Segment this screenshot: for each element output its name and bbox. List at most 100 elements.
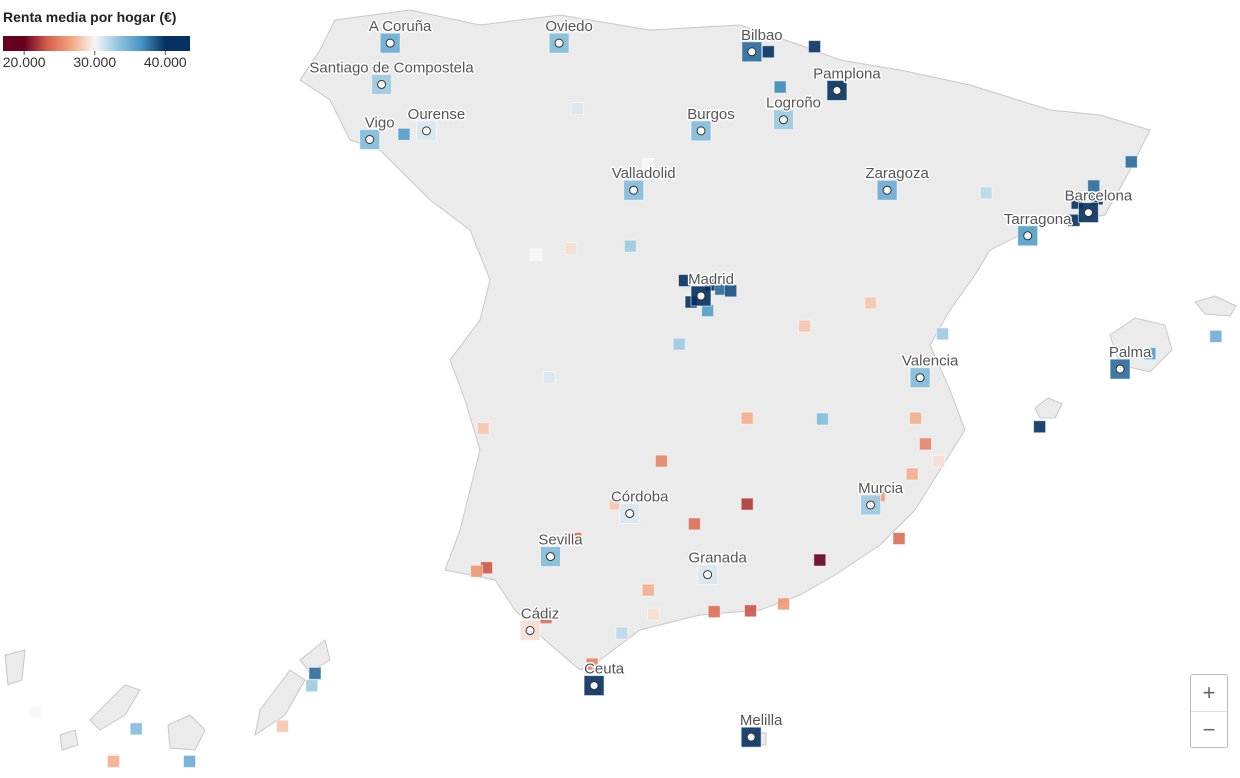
city-dot — [365, 134, 375, 144]
income-square — [107, 754, 120, 768]
income-square — [918, 437, 932, 451]
city-dot — [915, 373, 925, 383]
legend-title: Renta media por hogar (€) — [3, 9, 176, 25]
city-dot — [377, 79, 387, 89]
income-square — [641, 157, 655, 171]
city-label: Logroño — [766, 95, 821, 112]
city-label: Córdoba — [611, 489, 669, 506]
income-square — [539, 611, 553, 625]
city-dot — [882, 185, 892, 195]
city-dot — [1083, 208, 1093, 218]
income-square — [777, 597, 790, 611]
ibiza — [1034, 397, 1063, 419]
city-dot — [866, 500, 876, 510]
income-square — [707, 605, 721, 619]
income-square — [529, 248, 543, 262]
income-square — [1087, 179, 1101, 193]
canarias-gomera — [59, 729, 79, 751]
income-square — [892, 532, 906, 546]
city-label: Pamplona — [813, 65, 881, 82]
zoom-control: + − — [1190, 674, 1228, 748]
cities: A Coruña Oviedo Bilbao Pamplona Santiago de … — [308, 17, 1154, 742]
income-square — [569, 532, 583, 546]
city-label: A Coruña — [369, 18, 432, 35]
legend-tick-label: 30.000 — [73, 54, 116, 70]
income-square — [646, 607, 660, 621]
legend-tick-label: 40.000 — [144, 54, 187, 70]
income-square — [808, 40, 822, 54]
income-square — [744, 604, 757, 618]
city-dot — [625, 509, 635, 519]
city-label: Murcia — [858, 480, 904, 497]
city-label: Cádiz — [521, 606, 559, 623]
income-square — [29, 705, 42, 719]
income-square — [724, 284, 738, 298]
income-square — [672, 337, 686, 351]
income-square — [623, 239, 637, 253]
income-square — [183, 754, 197, 768]
income-square — [936, 327, 950, 341]
income-square — [678, 274, 691, 288]
zoom-out[interactable]: − — [1191, 711, 1227, 748]
city-label: Palma — [1109, 344, 1152, 361]
city-label: Valencia — [902, 353, 959, 370]
income-square — [979, 186, 993, 200]
city-label: Vigo — [365, 114, 395, 131]
city-dot — [554, 38, 564, 48]
city-dot — [421, 126, 431, 136]
income-square — [397, 127, 411, 141]
city-dot — [385, 38, 395, 48]
income-square — [305, 679, 319, 693]
city-label: Madrid — [688, 271, 734, 288]
income-square — [585, 657, 599, 671]
income-square — [1124, 155, 1138, 169]
city-label: Santiago de Compostela — [309, 59, 474, 76]
mainland — [299, 9, 1151, 671]
legend-bar — [3, 36, 190, 51]
income-square — [798, 319, 812, 333]
city-dot — [525, 626, 535, 636]
income-square — [470, 564, 484, 578]
city-dot — [746, 732, 756, 742]
income-square — [813, 553, 827, 567]
income-square — [1033, 420, 1047, 434]
canarias-gran-canaria — [167, 714, 206, 751]
income-square — [129, 722, 143, 736]
city-label: Zaragoza — [865, 165, 929, 182]
city-dot — [696, 291, 706, 301]
city-dot — [703, 570, 713, 580]
income-square — [564, 242, 578, 256]
income-square — [641, 583, 655, 597]
city-dot — [629, 185, 639, 195]
city-label: Barcelona — [1065, 188, 1133, 205]
zoom-in[interactable]: + — [1202, 680, 1216, 705]
income-square — [571, 102, 585, 116]
legend: Renta media por hogar (€) 20.000 30.000 40… — [3, 9, 190, 70]
city-label: Ceuta — [584, 661, 625, 678]
income-square — [687, 517, 701, 531]
income-square — [542, 371, 556, 385]
city-dot — [1115, 364, 1125, 374]
city-dot — [832, 85, 842, 95]
city-label: Granada — [688, 550, 747, 567]
city-dot — [589, 681, 599, 691]
income-square — [308, 666, 322, 680]
city-label: Oviedo — [545, 18, 593, 35]
city-label: Sevilla — [538, 532, 583, 549]
city-label: Burgos — [687, 106, 735, 123]
income-square — [654, 454, 668, 468]
income-square — [773, 80, 787, 94]
income-square — [476, 421, 490, 435]
city-dot — [779, 115, 788, 125]
income-square — [932, 454, 946, 468]
income-square — [761, 45, 775, 59]
city-dot — [747, 47, 757, 57]
city-dot — [696, 126, 706, 136]
menorca — [1194, 295, 1237, 317]
canarias-tenerife — [89, 684, 141, 731]
city-dot — [1023, 231, 1033, 241]
income-square — [276, 719, 289, 733]
city-label: Ourense — [408, 106, 466, 123]
